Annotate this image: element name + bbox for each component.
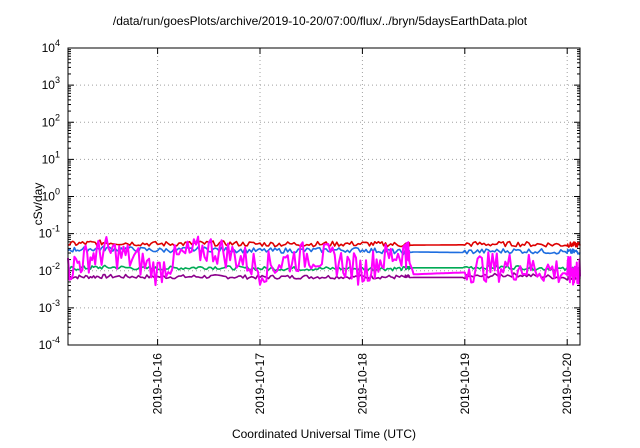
- series-line: [67, 235, 581, 287]
- x-axis-label: Coordinated Universal Time (UTC): [231, 427, 417, 441]
- series-line: [67, 272, 581, 281]
- x-tick-label: 2019-10-20: [560, 353, 574, 415]
- x-tick-label: 2019-10-18: [355, 353, 369, 415]
- y-tick-label: 10-3: [39, 298, 60, 315]
- y-tick-label: 10-1: [39, 224, 60, 241]
- chart-title: /data/run/goesPlots/archive/2019-10-20/0…: [112, 14, 528, 28]
- series-line: [67, 239, 581, 248]
- y-tick-label: 103: [42, 75, 60, 92]
- series-line: [67, 245, 581, 256]
- y-tick-label: 100: [42, 187, 60, 204]
- plot-frame: [67, 47, 581, 346]
- y-tick-label: 104: [42, 38, 60, 55]
- y-tick-label: 102: [42, 112, 60, 129]
- x-tick-label: 2019-10-19: [458, 353, 472, 415]
- x-tick-label: 2019-10-16: [151, 353, 165, 415]
- y-tick-label: 10-2: [39, 261, 60, 278]
- y-tick-label: 10-4: [39, 335, 60, 352]
- x-tick-label: 2019-10-17: [253, 353, 267, 415]
- y-tick-label: 101: [42, 149, 60, 166]
